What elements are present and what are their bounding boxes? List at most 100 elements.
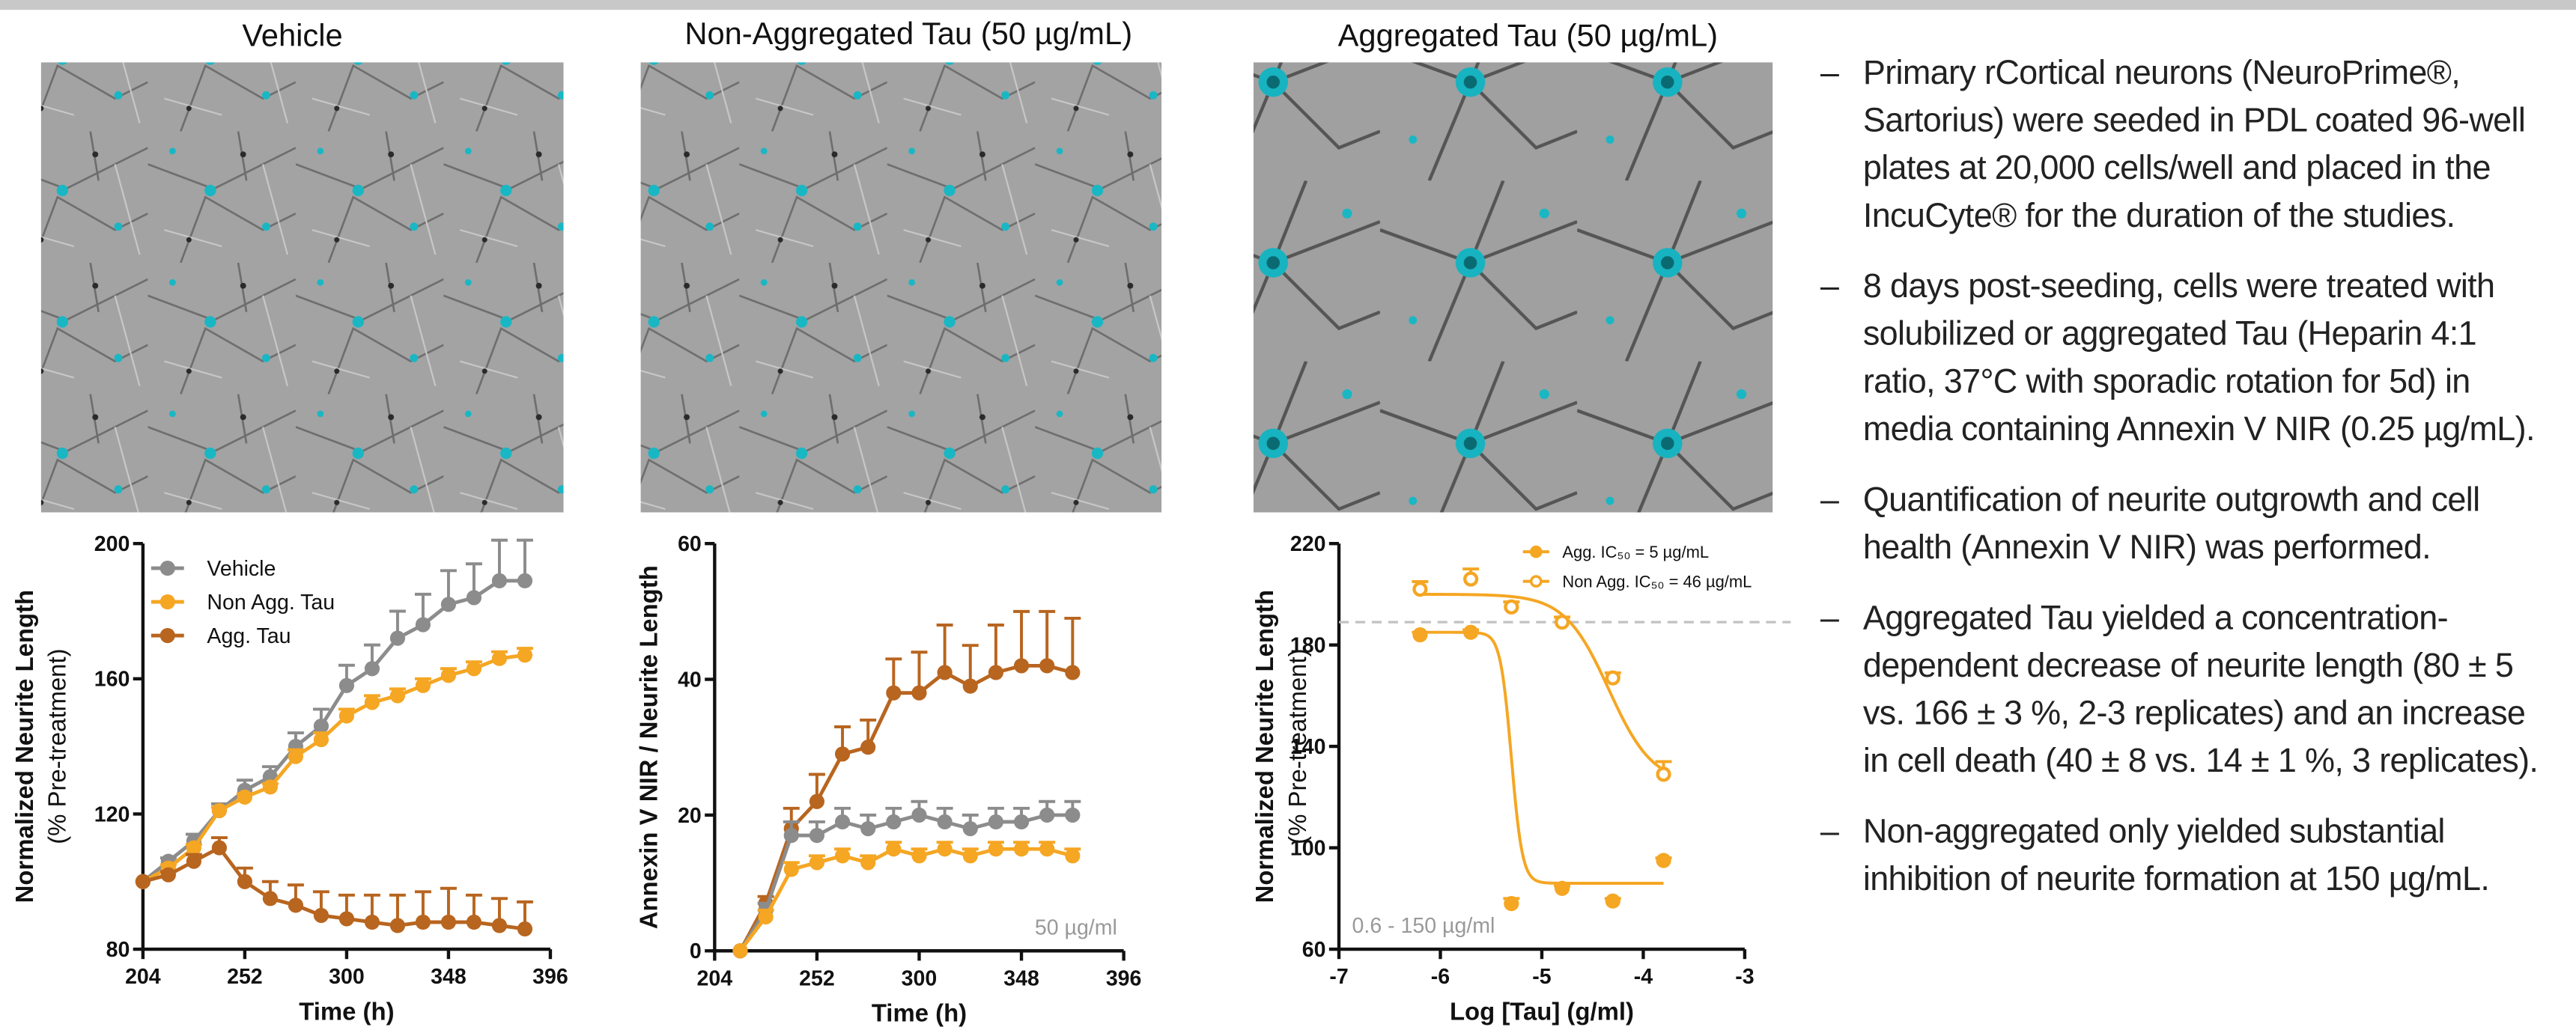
micrograph	[1253, 62, 1773, 513]
x-tick-label: 204	[697, 966, 733, 990]
data-point	[160, 867, 176, 883]
data-point	[1013, 841, 1030, 857]
data-point	[1039, 658, 1055, 674]
data-point	[1013, 814, 1030, 830]
data-point	[1065, 665, 1081, 680]
data-point	[364, 661, 380, 677]
data-point	[313, 718, 329, 734]
x-tick-label: -7	[1329, 965, 1348, 989]
data-point	[1039, 841, 1055, 857]
data-point	[517, 647, 533, 663]
data-point	[1656, 853, 1671, 868]
error-bar	[1064, 616, 1081, 673]
y-tick-label: 220	[1290, 532, 1326, 556]
data-point	[732, 943, 748, 959]
data-point	[313, 731, 329, 748]
x-tick-label: 396	[1106, 966, 1142, 990]
data-point	[783, 828, 799, 844]
series-line	[142, 653, 526, 883]
y-tick-label: 20	[678, 804, 702, 828]
error-bar	[936, 624, 953, 673]
legend-label: Non Agg. Tau	[207, 591, 335, 615]
data-point	[1504, 896, 1519, 912]
data-point	[389, 630, 406, 646]
legend-marker	[1529, 545, 1543, 558]
x-axis-title: Time (h)	[299, 997, 394, 1025]
data-point	[1065, 807, 1081, 823]
x-tick-label: -5	[1532, 965, 1551, 989]
y-tick-label: 80	[106, 938, 130, 962]
bullet: 8 days post-seeding, cells were treated …	[1820, 263, 2557, 453]
y-tick-label: 160	[94, 668, 130, 692]
data-point	[1412, 582, 1428, 597]
data-point	[186, 853, 201, 869]
data-point	[1554, 615, 1570, 630]
annotation: 0.6 - 150 µg/ml	[1352, 914, 1495, 938]
data-point	[440, 597, 457, 612]
series-line	[142, 845, 526, 931]
annotation: 50 µg/ml	[1035, 915, 1117, 939]
error-bar	[987, 624, 1004, 673]
data-point	[809, 855, 824, 871]
micrograph	[640, 62, 1162, 513]
data-point	[809, 828, 824, 844]
x-tick-label: 300	[329, 965, 365, 989]
data-point	[186, 840, 201, 856]
data-point	[364, 914, 380, 930]
series-line	[142, 579, 525, 883]
x-axis-title: Log [Tau] (g/ml)	[1450, 997, 1634, 1025]
micrograph	[40, 62, 564, 513]
bullet: Primary rCortical neurons (NeuroPrime®, …	[1820, 49, 2557, 240]
data-point	[338, 677, 354, 693]
data-point	[313, 907, 329, 923]
error-bar	[1039, 609, 1056, 666]
x-tick-label: 348	[1003, 966, 1039, 990]
legend-marker	[160, 560, 175, 576]
data-point	[886, 814, 902, 830]
data-point	[237, 874, 252, 889]
data-point	[262, 891, 278, 906]
x-tick-label: 396	[532, 965, 568, 989]
data-point	[1065, 848, 1081, 864]
data-point	[783, 862, 799, 877]
data-point	[988, 841, 1003, 857]
legend-marker	[1529, 575, 1543, 588]
data-point	[466, 590, 482, 606]
data-point	[364, 695, 380, 710]
y-tick-label: 60	[1302, 938, 1326, 962]
data-point	[1463, 624, 1479, 640]
data-point	[962, 820, 978, 837]
data-point	[1039, 807, 1055, 823]
data-point	[988, 814, 1003, 830]
data-point	[911, 685, 927, 701]
data-point	[338, 708, 354, 724]
bullet: Quantification of neurite outgrowth and …	[1820, 476, 2557, 571]
x-tick-label: 252	[799, 966, 835, 990]
legend-label: Non Agg. IC₅₀ = 46 µg/mL	[1562, 572, 1752, 591]
y-axis-subtitle: (% Pre-treatment)	[1284, 648, 1311, 844]
top-bar	[0, 0, 2576, 10]
y-tick-label: 100	[1290, 836, 1326, 860]
data-point	[491, 918, 508, 933]
y-tick-label: 180	[1290, 634, 1326, 658]
data-point	[1504, 599, 1519, 615]
data-point	[809, 793, 824, 809]
data-point	[466, 661, 482, 677]
y-axis-title: Normalized Neurite Length	[1251, 590, 1278, 903]
data-point	[911, 807, 927, 823]
x-tick-label: -6	[1431, 965, 1450, 989]
bullet-box: Primary rCortical neurons (NeuroPrime®, …	[1820, 49, 2576, 1030]
data-point	[415, 677, 431, 693]
data-point	[135, 874, 151, 889]
data-point	[338, 911, 354, 927]
data-point	[962, 848, 978, 864]
x-tick-label: 252	[227, 965, 263, 989]
data-point	[211, 840, 227, 856]
x-tick-label: 204	[125, 965, 161, 989]
fit-curve	[1420, 592, 1665, 772]
fit-curve	[1420, 630, 1664, 885]
data-point	[988, 665, 1003, 680]
data-point	[860, 740, 876, 755]
